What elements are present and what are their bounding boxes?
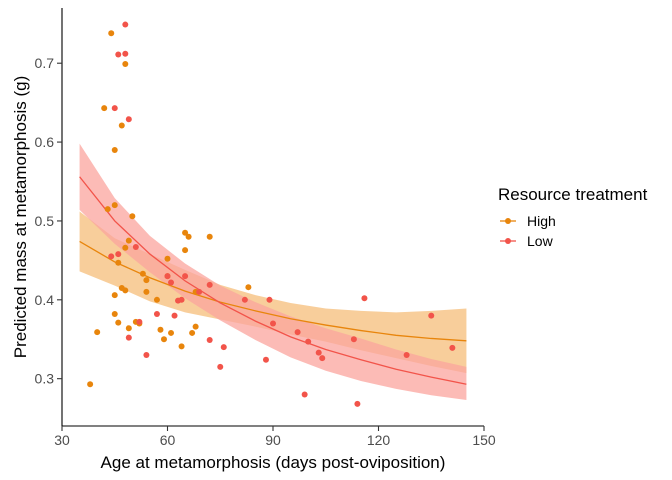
point-high	[122, 61, 129, 67]
point-low	[153, 311, 160, 318]
axes: 30 60 90 120 150 0.3 0.4 0.5 0.6 0.7	[35, 8, 496, 448]
point-high	[104, 206, 111, 213]
legend-title: Resource treatment	[498, 185, 648, 204]
point-high	[122, 244, 129, 251]
point-low	[168, 279, 175, 286]
legend-label-high: High	[527, 213, 556, 229]
point-low	[132, 243, 139, 250]
x-tick-label: 120	[367, 432, 391, 448]
point-high	[115, 259, 122, 266]
point-low	[262, 356, 269, 363]
x-tick-label: 60	[160, 432, 176, 448]
point-high	[168, 329, 175, 336]
ribbon-low	[79, 143, 467, 400]
point-high	[118, 122, 125, 129]
point-high	[153, 296, 160, 303]
point-low	[294, 329, 301, 336]
legend: Resource treatment High Low	[498, 185, 648, 249]
point-low	[143, 352, 150, 359]
point-high	[182, 247, 189, 254]
point-high	[87, 381, 94, 388]
y-tick-label: 0.6	[35, 134, 55, 150]
point-high	[143, 288, 150, 295]
point-high	[182, 229, 189, 236]
point-high	[139, 270, 146, 277]
point-high	[125, 325, 132, 332]
point-low	[354, 400, 361, 407]
point-high	[143, 277, 150, 284]
point-low	[108, 253, 115, 260]
point-low	[115, 51, 122, 58]
y-tick-label: 0.4	[35, 292, 55, 308]
legend-label-low: Low	[527, 233, 554, 249]
x-axis-title: Age at metamorphosis (days post-oviposit…	[101, 453, 446, 472]
x-tick-label: 30	[54, 432, 70, 448]
point-low	[178, 296, 185, 303]
point-low	[122, 50, 129, 57]
point-low	[403, 352, 410, 359]
point-high	[111, 292, 118, 299]
point-low	[305, 338, 312, 345]
point-high	[111, 146, 118, 153]
legend-key-point-high	[505, 218, 511, 224]
point-high	[206, 233, 213, 240]
confidence-ribbons	[79, 143, 467, 400]
point-high	[115, 319, 122, 326]
point-low	[125, 116, 132, 123]
point-high	[178, 343, 185, 350]
point-low	[164, 273, 171, 280]
point-low	[319, 355, 326, 362]
x-tick-label: 90	[265, 432, 281, 448]
point-high	[125, 237, 132, 244]
point-high	[101, 105, 108, 112]
point-low	[217, 363, 224, 370]
data-points	[87, 21, 456, 407]
point-low	[206, 337, 213, 344]
y-tick-label: 0.5	[35, 213, 55, 229]
point-low	[350, 336, 357, 343]
x-tick-label: 150	[472, 432, 496, 448]
point-low	[315, 349, 322, 356]
point-high	[111, 202, 118, 209]
point-high	[164, 255, 171, 262]
point-low	[115, 251, 122, 258]
y-tick-label: 0.3	[35, 371, 55, 387]
point-high	[108, 30, 115, 37]
point-low	[301, 391, 308, 398]
legend-key-point-low	[505, 238, 511, 244]
point-low	[171, 312, 178, 319]
point-low	[449, 344, 456, 351]
point-low	[182, 273, 189, 280]
point-high	[157, 326, 164, 333]
point-high	[122, 287, 129, 294]
point-low	[266, 296, 273, 303]
point-low	[428, 312, 435, 319]
y-axis-title: Predicted mass at metamorphosis (g)	[11, 76, 30, 359]
point-low	[206, 281, 213, 288]
point-high	[94, 329, 101, 336]
point-low	[361, 295, 368, 302]
point-low	[122, 21, 129, 28]
point-high	[192, 323, 199, 330]
point-high	[189, 329, 196, 336]
point-low	[270, 320, 276, 327]
point-low	[111, 105, 118, 112]
point-high	[185, 233, 192, 240]
y-tick-label: 0.7	[35, 55, 55, 71]
point-low	[241, 296, 248, 303]
point-high	[160, 336, 167, 343]
point-low	[220, 344, 227, 351]
point-low	[136, 318, 143, 325]
point-high	[129, 213, 136, 220]
point-high	[245, 284, 252, 291]
point-high	[111, 311, 118, 318]
point-low	[125, 334, 132, 341]
ribbon-high	[79, 211, 467, 374]
fit-line-low	[79, 176, 467, 385]
point-low	[196, 288, 203, 295]
